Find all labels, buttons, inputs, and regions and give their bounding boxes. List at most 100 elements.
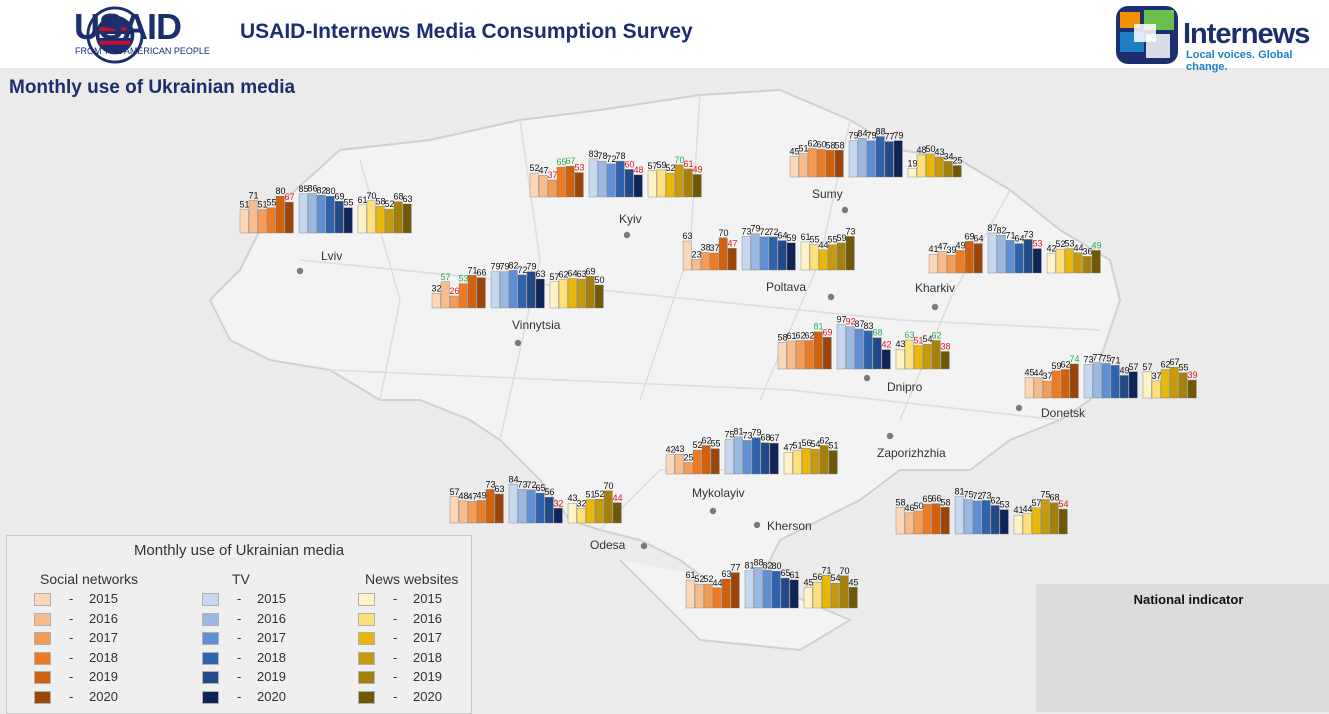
kharkiv-tv-label-3: 64: [1014, 234, 1024, 244]
city-label-sumy: Sumy: [812, 187, 843, 201]
lviv-news-bar-1: [366, 200, 376, 234]
odesa-news-label-1: 32: [576, 498, 586, 508]
donetsk-social-label-5: 74: [1069, 354, 1079, 364]
sumy-news-bar-5: [952, 165, 962, 178]
kyiv-news-bar-4: [683, 168, 693, 198]
poltava-social-bar-0: [682, 240, 692, 271]
zaporizhzhia-news-bar-5: [1058, 508, 1068, 535]
city-dot-kharkiv: [931, 303, 939, 311]
sumy-tv-label-3: 88: [875, 127, 885, 137]
mykolayiv-tv-bar-5: [769, 442, 779, 475]
dnipro-tv-bar-2: [854, 328, 864, 370]
odesa-social-bar-3: [476, 500, 486, 524]
sumy-tv-bar-4: [884, 141, 894, 178]
kharkiv-news-bar-2: [1064, 248, 1074, 274]
legend-year: 2015: [413, 591, 442, 606]
donetsk-news-label-5: 39: [1187, 370, 1197, 380]
lviv-social-label-2: 51: [257, 200, 267, 210]
poltava-news-label-3: 55: [827, 235, 837, 245]
donetsk-social-label-2: 37: [1042, 371, 1052, 381]
kyiv-social-label-3: 65: [556, 157, 566, 167]
kyiv-social-bar-5: [574, 172, 584, 198]
odesa-news-bar-2: [585, 499, 595, 524]
vinnytsia-news-label-3: 63: [576, 269, 586, 279]
dnipro-social-label-3: 62: [804, 330, 814, 340]
odesa-tv-label-3: 65: [535, 483, 545, 493]
poltava-social-label-2: 38: [700, 243, 710, 253]
poltava-tv-bar-4: [777, 240, 787, 271]
dnipro-news-label-2: 51: [913, 336, 923, 346]
zaporizhzhia-social-bar-0: [895, 507, 905, 535]
donetsk-tv-bar-2: [1101, 363, 1111, 399]
national-indicator-title: National indicator: [1133, 592, 1244, 607]
dnipro-social-label-4: 81: [813, 322, 823, 332]
kyiv-tv-bar-3: [615, 160, 625, 198]
legend-year: 2019: [257, 669, 286, 685]
mykolayiv-social-bar-2: [683, 462, 693, 475]
mykolayiv-social-bar-1: [674, 454, 684, 475]
odesa-news-label-2: 51: [585, 490, 595, 500]
lviv-social-label-1: 71: [248, 190, 258, 200]
lviv-tv-bar-0: [298, 193, 308, 234]
mykolayiv-news-label-3: 54: [810, 439, 820, 449]
poltava-news-label-1: 55: [809, 235, 819, 245]
kyiv-news-bar-3: [674, 164, 684, 198]
kyiv-social-bar-2: [547, 179, 557, 198]
kharkiv-news-bar-0: [1046, 253, 1056, 274]
sumy-tv-bar-2: [866, 140, 876, 178]
vinnytsia-tv-label-0: 79: [490, 262, 500, 272]
city-label-kherson: Kherson: [767, 519, 812, 533]
mykolayiv-social-label-4: 62: [701, 435, 711, 445]
vinnytsia-social-label-2: 26: [449, 286, 459, 296]
sumy-news-bar-4: [943, 161, 953, 178]
legend-dash: -: [237, 689, 242, 704]
legend-swatch: [34, 691, 51, 704]
sumy-tv-bar-5: [893, 140, 903, 178]
donetsk-social-label-3: 59: [1051, 361, 1061, 371]
kherson-social-bar-3: [712, 587, 722, 609]
lviv-tv-bar-1: [307, 193, 317, 234]
lviv-news-bar-0: [357, 204, 367, 234]
odesa-social-bar-5: [494, 493, 504, 524]
dnipro-news-bar-1: [904, 339, 914, 370]
donetsk-news-bar-0: [1142, 371, 1152, 399]
dnipro-social-label-2: 62: [795, 330, 805, 340]
odesa-tv-label-1: 73: [517, 479, 527, 489]
kyiv-social-bar-3: [556, 166, 566, 198]
zaporizhzhia-tv-bar-2: [972, 500, 982, 535]
mykolayiv-tv-label-5: 67: [769, 433, 779, 443]
kharkiv-tv-bar-4: [1023, 239, 1033, 274]
lviv-news-label-5: 63: [402, 194, 412, 204]
vinnytsia-tv-label-1: 79: [499, 262, 509, 272]
vinnytsia-news-bar-1: [558, 279, 568, 309]
lviv-news-label-1: 70: [366, 191, 376, 201]
city-dot-kherson: [753, 521, 761, 529]
kyiv-social-label-0: 52: [529, 163, 539, 173]
mykolayiv-social-label-3: 52: [692, 440, 702, 450]
poltava-social-bar-1: [691, 259, 701, 271]
mykolayiv-social-label-1: 43: [674, 444, 684, 454]
city-dot-vinnytsia: [514, 339, 522, 347]
vinnytsia-tv-label-3: 72: [517, 265, 527, 275]
poltava-social-bar-3: [709, 252, 719, 271]
donetsk-news-label-4: 55: [1178, 363, 1188, 373]
legend-year: 2016: [89, 610, 118, 626]
dnipro-news-bar-0: [895, 349, 905, 370]
zaporizhzhia-social-label-5: 58: [940, 497, 950, 507]
legend-swatch: [358, 651, 375, 665]
kharkiv-tv-bar-3: [1014, 243, 1024, 274]
poltava-tv-label-2: 72: [759, 227, 769, 237]
vinnytsia-news-bar-0: [549, 281, 559, 309]
kharkiv-tv-label-2: 71: [1005, 230, 1015, 240]
dnipro-social-bar-4: [813, 331, 823, 370]
mykolayiv-social-bar-3: [692, 449, 702, 475]
mykolayiv-tv-bar-4: [760, 442, 770, 475]
legend-swatch: [34, 593, 51, 606]
vinnytsia-news-label-1: 62: [558, 269, 568, 279]
poltava-news-label-2: 44: [818, 240, 828, 250]
kharkiv-news-label-2: 53: [1064, 239, 1074, 249]
kherson-news-bar-0: [803, 587, 813, 609]
zaporizhzhia-news-label-3: 75: [1040, 490, 1050, 500]
vinnytsia-tv-bar-2: [508, 270, 518, 309]
kherson-social-label-5: 77: [730, 563, 740, 573]
